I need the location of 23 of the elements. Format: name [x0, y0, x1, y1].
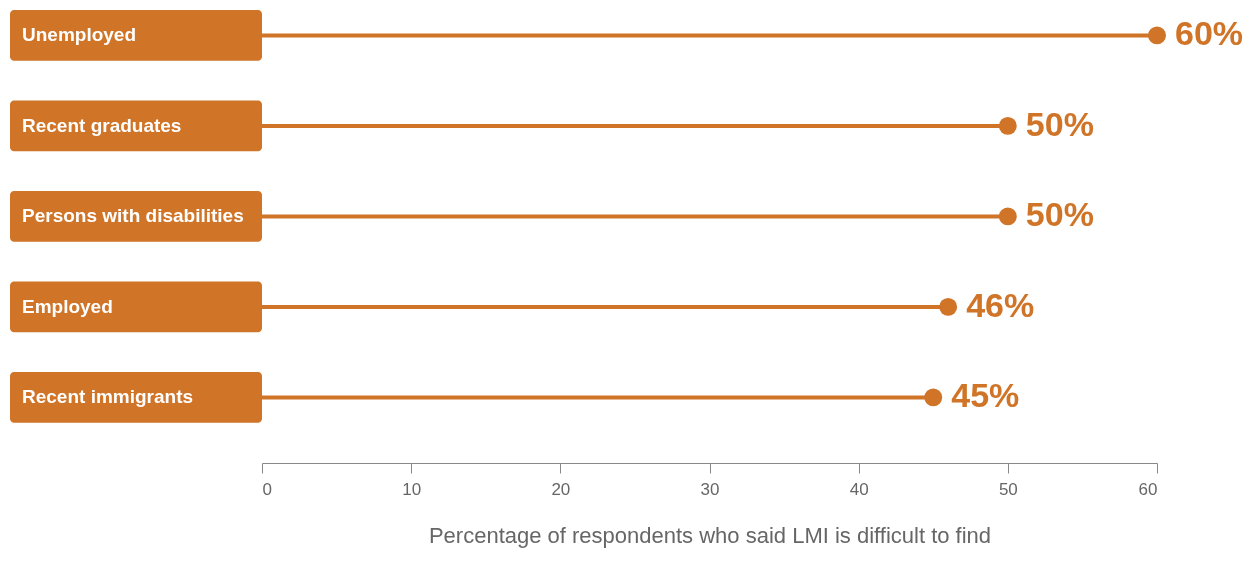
x-tick-label: 50	[998, 479, 1018, 499]
y-tick-label: Unemployed	[22, 24, 137, 46]
point	[924, 388, 943, 407]
data-label: 50%	[1025, 195, 1094, 234]
point	[998, 207, 1017, 226]
x-tick-label: 60	[1138, 479, 1158, 499]
x-tick-label: 30	[700, 479, 720, 499]
x-tick-label: 0	[262, 479, 272, 499]
data-label: 60%	[1175, 14, 1244, 53]
point	[1148, 26, 1166, 45]
point	[939, 297, 958, 316]
data-label: 50%	[1025, 104, 1094, 143]
x-tick-label: 40	[849, 479, 869, 499]
point	[998, 116, 1017, 135]
x-tick-label: 10	[402, 479, 422, 499]
data-label: 45%	[951, 376, 1020, 415]
y-tick-label: Recent immigrants	[22, 386, 194, 408]
y-tick-label: Employed	[22, 295, 113, 317]
y-tick-label: Recent graduates	[22, 114, 182, 136]
x-axis-title: Percentage of respondents who said LMI is difficult to find	[428, 522, 992, 548]
data-label: 46%	[966, 285, 1035, 324]
y-tick-label: Persons with disabilities	[22, 205, 244, 227]
x-tick-label: 20	[551, 479, 571, 499]
